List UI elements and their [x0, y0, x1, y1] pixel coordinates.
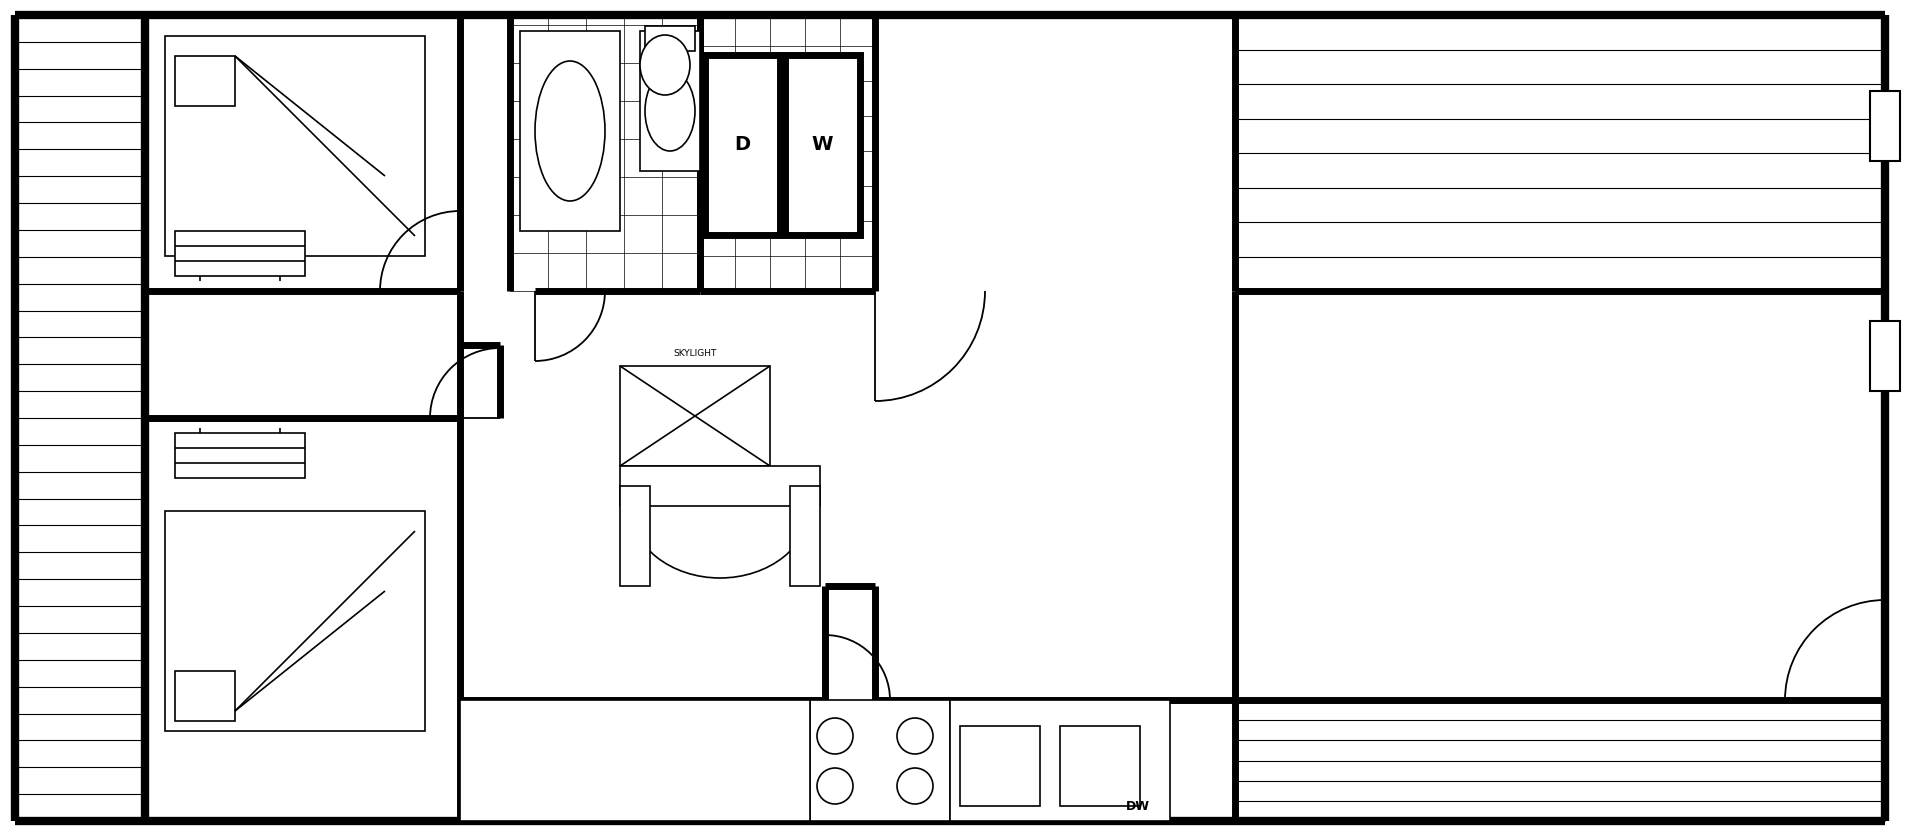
Bar: [950, 700, 1169, 821]
Bar: [175, 671, 234, 721]
Bar: [810, 700, 950, 821]
Text: W: W: [812, 135, 833, 155]
Bar: [639, 31, 701, 171]
Text: SKYLIGHT: SKYLIGHT: [674, 349, 716, 358]
Bar: [461, 700, 810, 821]
Circle shape: [818, 768, 852, 804]
Ellipse shape: [536, 61, 605, 201]
Bar: [620, 486, 651, 586]
Bar: [960, 726, 1041, 806]
Bar: [175, 433, 305, 478]
Ellipse shape: [645, 71, 695, 151]
Bar: [1870, 91, 1901, 161]
Bar: [1060, 726, 1140, 806]
Bar: [520, 31, 620, 231]
Ellipse shape: [639, 35, 689, 95]
Text: DW: DW: [1125, 800, 1150, 813]
Bar: [165, 36, 424, 256]
Bar: [175, 56, 234, 106]
Bar: [705, 55, 780, 235]
Bar: [165, 511, 424, 731]
Bar: [175, 231, 305, 276]
Bar: [645, 26, 695, 51]
Bar: [785, 55, 860, 235]
Bar: [620, 466, 820, 506]
Text: D: D: [735, 135, 751, 155]
Bar: [789, 486, 820, 586]
Circle shape: [897, 768, 933, 804]
Bar: [620, 366, 770, 466]
Circle shape: [897, 718, 933, 754]
Bar: [1870, 321, 1901, 391]
Circle shape: [818, 718, 852, 754]
